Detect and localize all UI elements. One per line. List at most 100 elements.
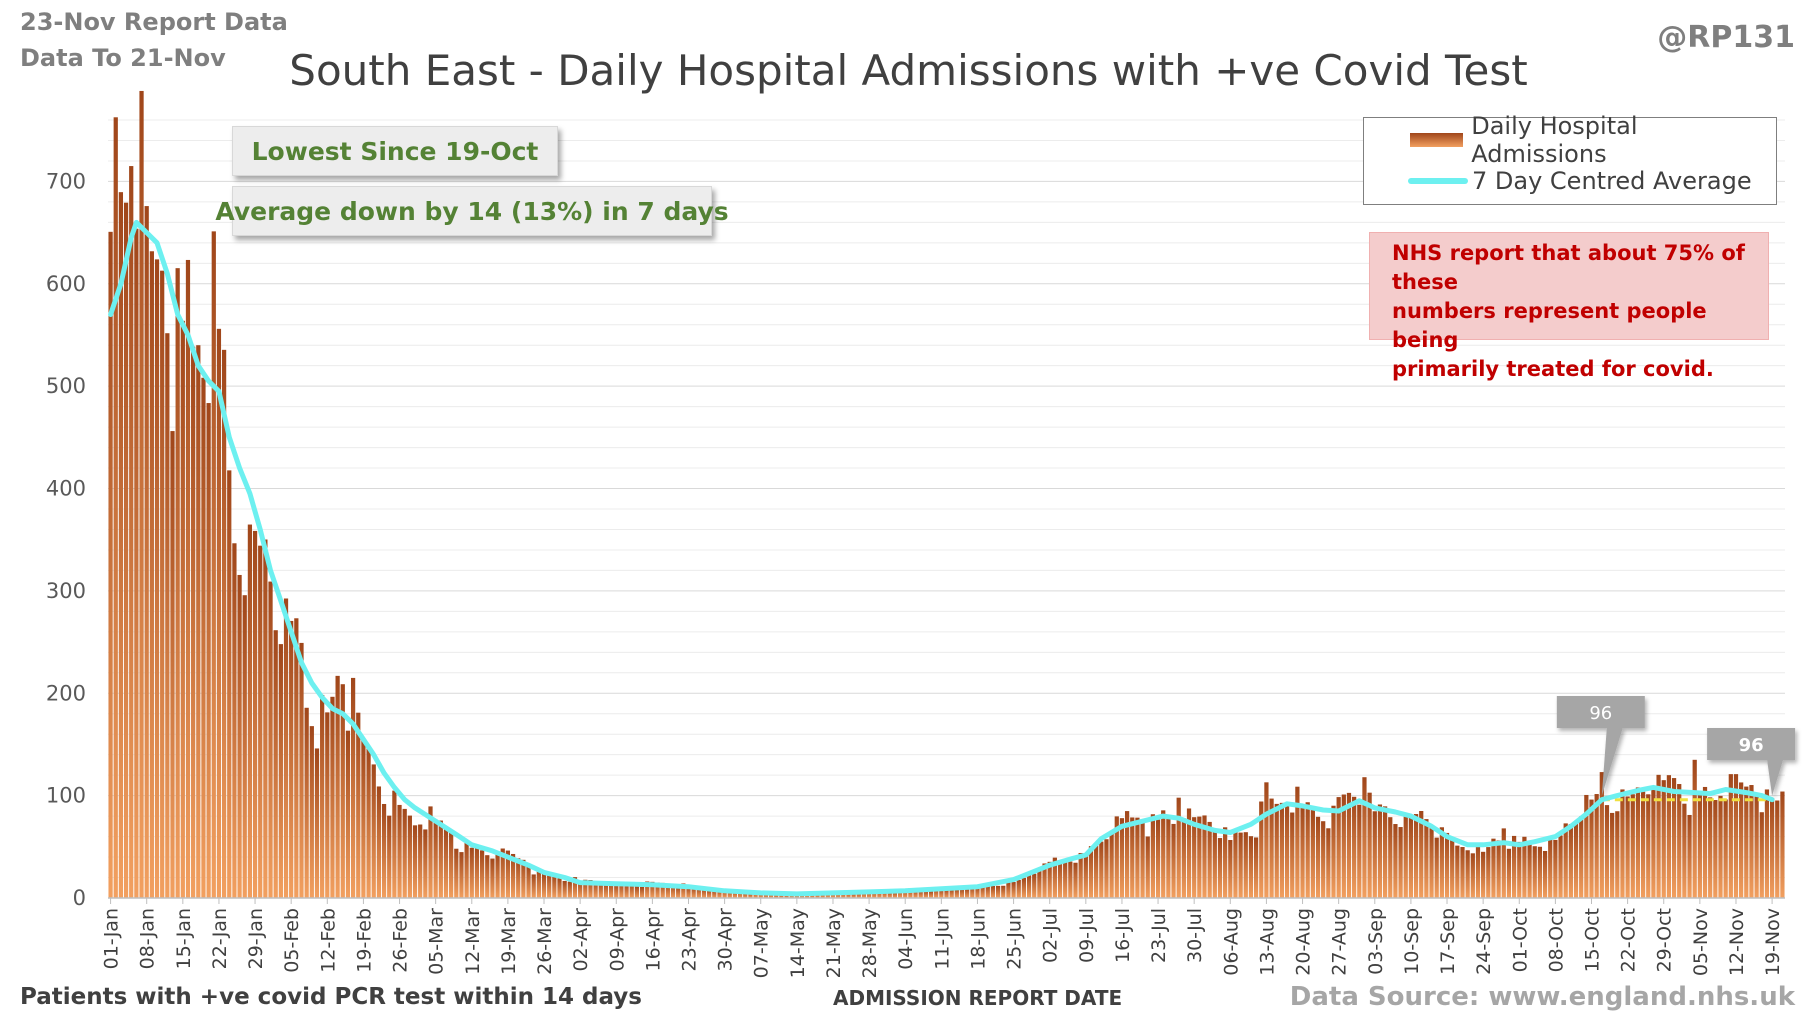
bar	[1150, 814, 1156, 898]
bar	[1697, 792, 1702, 898]
bar	[1124, 811, 1130, 898]
bar	[356, 712, 361, 898]
bar	[1656, 774, 1661, 898]
bar	[418, 824, 423, 898]
bar	[1584, 794, 1589, 898]
bar	[1739, 782, 1744, 898]
bar	[423, 829, 428, 898]
bar	[449, 831, 454, 898]
lowest-since-callout: Lowest Since 19-Oct	[232, 126, 558, 176]
bar	[314, 748, 320, 898]
bar	[258, 545, 263, 898]
bar	[211, 231, 216, 898]
bar	[185, 259, 191, 898]
x-tick-label: 13-Aug	[1256, 908, 1278, 976]
footer-note: Patients with +ve covid PCR test within …	[20, 984, 642, 1010]
bar	[1336, 797, 1341, 898]
x-tick-label: 24-Sep	[1473, 908, 1495, 975]
bar	[154, 259, 160, 898]
bar	[237, 574, 242, 898]
bar	[1367, 792, 1372, 898]
x-tick-label: 03-Sep	[1365, 908, 1387, 975]
bar	[1243, 832, 1248, 898]
value-callout-label: 96	[1589, 703, 1612, 724]
bar	[485, 855, 490, 898]
bar	[505, 850, 511, 898]
y-tick-label: 100	[46, 784, 86, 808]
bar	[965, 888, 970, 898]
bar	[160, 270, 165, 899]
bar	[1573, 823, 1579, 898]
bar	[934, 888, 939, 898]
bar	[748, 892, 753, 898]
x-axis-ticks: 01-Jan 08-Jan 15-Jan 22-Jan 29-Jan 05-Feb 12-F…	[101, 898, 1784, 978]
bar	[1212, 830, 1217, 898]
x-tick-label: 05-Nov	[1690, 908, 1712, 976]
bar	[1491, 838, 1496, 898]
legend-bar-swatch	[1410, 133, 1464, 147]
bar	[221, 349, 227, 898]
bar	[1269, 798, 1274, 898]
legend-item-bars: Daily Hospital Admissions	[1364, 112, 1776, 168]
bar	[1542, 850, 1548, 898]
bar	[1599, 772, 1604, 898]
bar	[1754, 793, 1759, 898]
bar	[707, 889, 712, 898]
bar	[614, 884, 619, 898]
bar	[959, 888, 965, 898]
bar	[1625, 796, 1630, 898]
bar	[1037, 870, 1042, 898]
bar	[1078, 852, 1083, 898]
bar	[1233, 829, 1238, 898]
bar	[392, 790, 397, 898]
bar	[521, 859, 526, 898]
data-to-date: Data To 21-Nov	[20, 44, 226, 72]
bar	[1372, 811, 1377, 898]
bar	[949, 888, 954, 898]
bar	[583, 879, 588, 898]
bar	[330, 696, 335, 898]
bar	[1284, 803, 1290, 898]
bar	[608, 882, 614, 898]
bar	[1398, 827, 1403, 898]
bar	[1532, 846, 1537, 898]
y-tick-label: 300	[46, 579, 86, 603]
bar	[1197, 816, 1202, 898]
bar	[1047, 861, 1052, 898]
data-source: Data Source: www.england.nhs.uk	[1289, 982, 1795, 1012]
bar	[1403, 814, 1408, 898]
bar	[1057, 860, 1063, 898]
bar	[1692, 759, 1697, 898]
bar	[944, 889, 949, 898]
bar	[361, 739, 366, 898]
bar	[1749, 785, 1754, 898]
y-tick-label: 700	[46, 169, 86, 193]
bar	[1604, 805, 1610, 898]
bar	[500, 848, 505, 898]
bar	[1001, 885, 1006, 898]
bar	[1155, 819, 1161, 898]
bar	[1666, 775, 1672, 898]
bar	[1228, 840, 1233, 898]
bar	[1217, 838, 1223, 898]
bar	[572, 877, 578, 898]
bar	[1682, 803, 1687, 898]
report-date: 23-Nov Report Data	[20, 8, 288, 36]
bar	[438, 820, 443, 898]
bar	[1357, 804, 1362, 898]
x-tick-label: 25-Jun	[1004, 908, 1026, 970]
average-line	[108, 219, 1775, 897]
x-tick-label: 19-Mar	[498, 908, 520, 975]
bar	[1331, 805, 1336, 898]
bar	[1130, 817, 1135, 898]
bar	[1506, 848, 1512, 898]
bar	[469, 847, 474, 898]
bar	[340, 684, 345, 898]
bar	[1553, 839, 1558, 898]
bar	[887, 891, 892, 898]
bar	[1579, 816, 1584, 898]
x-tick-label: 04-Jun	[895, 908, 917, 970]
bar	[903, 889, 908, 898]
bar	[1382, 806, 1388, 898]
bar	[123, 202, 129, 898]
